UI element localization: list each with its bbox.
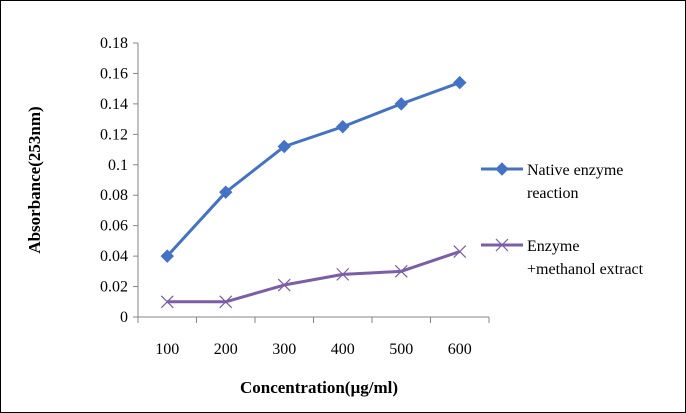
data-point bbox=[219, 295, 233, 309]
x-marker-stroke bbox=[394, 264, 408, 278]
y-axis: 0 0.02 0.04 0.06 0.08 0.1 0.12 0.14 0.16 0.18 bbox=[100, 35, 139, 326]
legend: Native enzyme reaction Enzyme +methanol ext… bbox=[481, 162, 644, 278]
y-tick-label: 0 bbox=[120, 309, 128, 326]
x-axis: 100 200 300 400 500 600 bbox=[137, 316, 490, 358]
y-tick-label: 0.1 bbox=[108, 157, 128, 174]
y-tick-label: 0.14 bbox=[100, 96, 128, 113]
data-point bbox=[277, 278, 291, 292]
legend-label: reaction bbox=[527, 185, 579, 202]
data-point bbox=[453, 75, 467, 90]
y-tick-label: 0.04 bbox=[100, 248, 128, 265]
x-tick-label: 500 bbox=[389, 341, 413, 358]
legend-swatch-marker bbox=[495, 238, 509, 252]
data-point bbox=[219, 185, 233, 199]
legend-label: Enzyme bbox=[527, 238, 579, 255]
data-point bbox=[160, 249, 174, 263]
y-tick-label: 0.18 bbox=[100, 35, 128, 52]
series-line bbox=[166, 81, 461, 258]
legend-swatch-marker bbox=[495, 162, 509, 176]
x-marker-stroke bbox=[219, 295, 233, 309]
data-point bbox=[394, 264, 408, 278]
legend-item-2: Enzyme +methanol extract bbox=[481, 238, 644, 278]
legend-label: +methanol extract bbox=[527, 261, 644, 278]
data-point bbox=[394, 97, 408, 111]
x-marker-stroke bbox=[495, 238, 509, 252]
x-tick-label: 600 bbox=[448, 341, 472, 358]
y-tick-label: 0.02 bbox=[100, 279, 128, 296]
y-tick-label: 0.12 bbox=[100, 126, 128, 143]
data-point bbox=[160, 295, 174, 309]
x-axis-title: Concentration(µg/ml) bbox=[240, 378, 398, 397]
data-point bbox=[336, 267, 350, 281]
y-tick-label: 0.06 bbox=[100, 218, 128, 235]
series-2 bbox=[160, 245, 467, 309]
x-marker-stroke bbox=[160, 295, 174, 309]
legend-item-1: Native enzyme reaction bbox=[481, 162, 623, 202]
x-marker-stroke bbox=[336, 267, 350, 281]
series-layer bbox=[160, 75, 467, 309]
series-1 bbox=[160, 75, 467, 263]
y-tick-label: 0.16 bbox=[100, 65, 128, 82]
data-point bbox=[336, 120, 350, 134]
x-tick-label: 200 bbox=[214, 341, 238, 358]
x-tick-label: 400 bbox=[331, 341, 355, 358]
y-tick-label: 0.08 bbox=[100, 187, 128, 204]
data-point bbox=[277, 139, 291, 154]
y-axis-title: Absorbance(253nm) bbox=[25, 106, 44, 253]
data-point bbox=[453, 245, 467, 258]
x-marker-stroke bbox=[277, 278, 291, 292]
x-marker-stroke bbox=[453, 245, 467, 258]
series-line bbox=[167, 250, 461, 304]
x-tick-label: 300 bbox=[272, 341, 296, 358]
x-tick-label: 100 bbox=[155, 341, 179, 358]
legend-label: Native enzyme bbox=[527, 162, 623, 179]
